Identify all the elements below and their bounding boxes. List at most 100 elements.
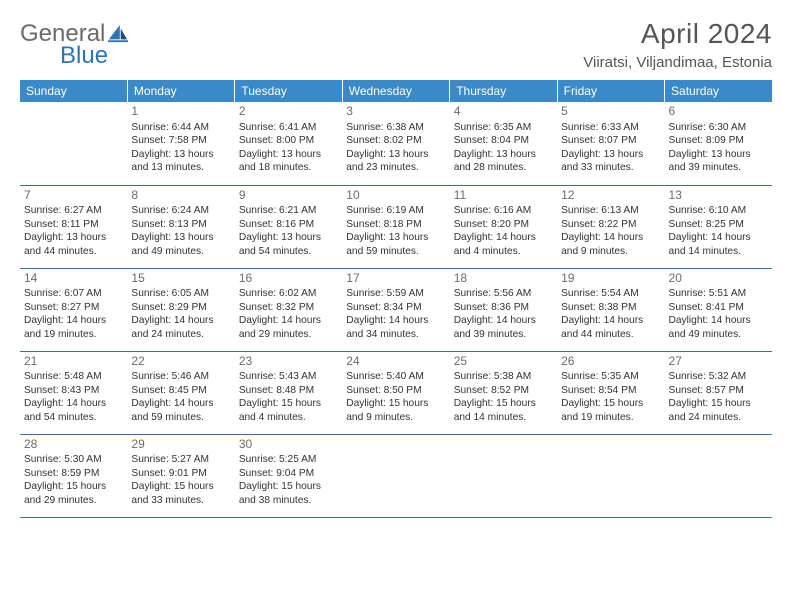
day-detail-line: Sunset: 8:16 PM bbox=[239, 218, 338, 231]
day-detail-line: Sunset: 9:04 PM bbox=[239, 467, 338, 480]
day-detail-line: Daylight: 13 hours and 13 minutes. bbox=[131, 148, 230, 175]
week-row: 28Sunrise: 5:30 AMSunset: 8:59 PMDayligh… bbox=[20, 434, 772, 517]
day-cell-12: 12Sunrise: 6:13 AMSunset: 8:22 PMDayligh… bbox=[557, 185, 664, 268]
day-number: 26 bbox=[561, 354, 660, 370]
brand-logo: GeneralBlue bbox=[20, 20, 129, 70]
day-detail-line: Sunset: 8:07 PM bbox=[561, 134, 660, 147]
day-detail-line: Sunrise: 5:30 AM bbox=[24, 453, 123, 466]
day-cell-19: 19Sunrise: 5:54 AMSunset: 8:38 PMDayligh… bbox=[557, 268, 664, 351]
day-detail-line: Daylight: 13 hours and 33 minutes. bbox=[561, 148, 660, 175]
day-cell-14: 14Sunrise: 6:07 AMSunset: 8:27 PMDayligh… bbox=[20, 268, 127, 351]
day-detail-line: Sunset: 8:00 PM bbox=[239, 134, 338, 147]
day-detail-line: Sunset: 8:20 PM bbox=[454, 218, 553, 231]
day-detail-line: Sunrise: 6:27 AM bbox=[24, 204, 123, 217]
day-detail-line: Daylight: 14 hours and 24 minutes. bbox=[131, 314, 230, 341]
day-detail-line: Sunrise: 5:51 AM bbox=[669, 287, 768, 300]
day-header-sunday: Sunday bbox=[20, 80, 127, 102]
day-number: 28 bbox=[24, 437, 123, 453]
day-cell-empty bbox=[20, 102, 127, 185]
day-detail-line: Sunrise: 5:40 AM bbox=[346, 370, 445, 383]
day-detail-line: Sunset: 8:57 PM bbox=[669, 384, 768, 397]
day-number: 16 bbox=[239, 271, 338, 287]
day-number: 21 bbox=[24, 354, 123, 370]
day-detail-line: Sunset: 8:36 PM bbox=[454, 301, 553, 314]
day-detail-line: Sunset: 8:11 PM bbox=[24, 218, 123, 231]
day-detail-line: Sunrise: 6:38 AM bbox=[346, 121, 445, 134]
day-detail-line: Sunrise: 6:41 AM bbox=[239, 121, 338, 134]
day-header-monday: Monday bbox=[127, 80, 234, 102]
day-number: 20 bbox=[669, 271, 768, 287]
day-detail-line: Daylight: 15 hours and 19 minutes. bbox=[561, 397, 660, 424]
day-cell-empty bbox=[557, 434, 664, 517]
day-detail-line: Daylight: 14 hours and 44 minutes. bbox=[561, 314, 660, 341]
day-cell-empty bbox=[665, 434, 772, 517]
day-detail-line: Daylight: 15 hours and 4 minutes. bbox=[239, 397, 338, 424]
day-cell-2: 2Sunrise: 6:41 AMSunset: 8:00 PMDaylight… bbox=[235, 102, 342, 185]
day-number: 6 bbox=[669, 104, 768, 120]
day-detail-line: Daylight: 13 hours and 39 minutes. bbox=[669, 148, 768, 175]
day-number: 9 bbox=[239, 188, 338, 204]
day-number: 2 bbox=[239, 104, 338, 120]
day-cell-21: 21Sunrise: 5:48 AMSunset: 8:43 PMDayligh… bbox=[20, 351, 127, 434]
day-header-thursday: Thursday bbox=[450, 80, 557, 102]
day-detail-line: Sunrise: 5:25 AM bbox=[239, 453, 338, 466]
week-row: 7Sunrise: 6:27 AMSunset: 8:11 PMDaylight… bbox=[20, 185, 772, 268]
week-row: 14Sunrise: 6:07 AMSunset: 8:27 PMDayligh… bbox=[20, 268, 772, 351]
day-detail-line: Sunset: 8:02 PM bbox=[346, 134, 445, 147]
day-detail-line: Sunset: 8:09 PM bbox=[669, 134, 768, 147]
day-detail-line: Sunset: 8:38 PM bbox=[561, 301, 660, 314]
day-detail-line: Sunrise: 6:10 AM bbox=[669, 204, 768, 217]
week-row: 21Sunrise: 5:48 AMSunset: 8:43 PM Dayligh… bbox=[20, 351, 772, 434]
day-number: 14 bbox=[24, 271, 123, 287]
month-title: April 2024 bbox=[583, 18, 772, 50]
day-cell-3: 3Sunrise: 6:38 AMSunset: 8:02 PMDaylight… bbox=[342, 102, 449, 185]
day-detail-line: Sunset: 8:32 PM bbox=[239, 301, 338, 314]
day-detail-line: Daylight: 14 hours and 9 minutes. bbox=[561, 231, 660, 258]
day-cell-15: 15Sunrise: 6:05 AMSunset: 8:29 PMDayligh… bbox=[127, 268, 234, 351]
day-detail-line: Daylight: 13 hours and 18 minutes. bbox=[239, 148, 338, 175]
day-detail-line: Sunrise: 5:48 AM bbox=[24, 370, 123, 383]
day-detail-line: Daylight: 15 hours and 38 minutes. bbox=[239, 480, 338, 507]
day-detail-line: Sunrise: 5:35 AM bbox=[561, 370, 660, 383]
day-detail-line: Daylight: 13 hours and 44 minutes. bbox=[24, 231, 123, 258]
day-detail-line: Sunset: 8:25 PM bbox=[669, 218, 768, 231]
day-detail-line: Sunrise: 6:35 AM bbox=[454, 121, 553, 134]
day-number: 17 bbox=[346, 271, 445, 287]
day-detail-line: Daylight: 13 hours and 23 minutes. bbox=[346, 148, 445, 175]
day-number: 23 bbox=[239, 354, 338, 370]
day-detail-line: Sunrise: 6:16 AM bbox=[454, 204, 553, 217]
day-detail-line: Sunrise: 6:02 AM bbox=[239, 287, 338, 300]
day-detail-line: Sunset: 8:43 PM bbox=[24, 384, 123, 397]
day-detail-line: Daylight: 14 hours and 39 minutes. bbox=[454, 314, 553, 341]
day-number: 11 bbox=[454, 188, 553, 204]
day-cell-empty bbox=[342, 434, 449, 517]
day-number: 5 bbox=[561, 104, 660, 120]
day-number: 4 bbox=[454, 104, 553, 120]
calendar-table: SundayMondayTuesdayWednesdayThursdayFrid… bbox=[20, 80, 772, 518]
day-detail-line: Sunset: 8:27 PM bbox=[24, 301, 123, 314]
day-detail-line: Sunrise: 6:30 AM bbox=[669, 121, 768, 134]
day-header-wednesday: Wednesday bbox=[342, 80, 449, 102]
day-detail-line: Sunrise: 5:46 AM bbox=[131, 370, 230, 383]
week-row: 1Sunrise: 6:44 AMSunset: 7:58 PMDaylight… bbox=[20, 102, 772, 185]
day-cell-23: 23Sunrise: 5:43 AMSunset: 8:48 PMDayligh… bbox=[235, 351, 342, 434]
day-number: 8 bbox=[131, 188, 230, 204]
day-cell-8: 8Sunrise: 6:24 AMSunset: 8:13 PMDaylight… bbox=[127, 185, 234, 268]
day-detail-line: Daylight: 13 hours and 28 minutes. bbox=[454, 148, 553, 175]
day-detail-line: Sunset: 8:48 PM bbox=[239, 384, 338, 397]
day-detail-line: Daylight: 14 hours and 59 minutes. bbox=[131, 397, 230, 424]
day-cell-29: 29Sunrise: 5:27 AMSunset: 9:01 PMDayligh… bbox=[127, 434, 234, 517]
day-detail-line: Daylight: 15 hours and 24 minutes. bbox=[669, 397, 768, 424]
day-number: 27 bbox=[669, 354, 768, 370]
day-detail-line: Daylight: 13 hours and 49 minutes. bbox=[131, 231, 230, 258]
day-number: 3 bbox=[346, 104, 445, 120]
day-detail-line: Sunset: 8:13 PM bbox=[131, 218, 230, 231]
day-header-row: SundayMondayTuesdayWednesdayThursdayFrid… bbox=[20, 80, 772, 102]
day-detail-line: Sunset: 8:22 PM bbox=[561, 218, 660, 231]
day-detail-line: Sunset: 9:01 PM bbox=[131, 467, 230, 480]
day-number: 7 bbox=[24, 188, 123, 204]
day-detail-line: Sunrise: 6:33 AM bbox=[561, 121, 660, 134]
day-detail-line: Sunrise: 6:21 AM bbox=[239, 204, 338, 217]
day-detail-line: Sunrise: 5:32 AM bbox=[669, 370, 768, 383]
day-cell-16: 16Sunrise: 6:02 AMSunset: 8:32 PMDayligh… bbox=[235, 268, 342, 351]
